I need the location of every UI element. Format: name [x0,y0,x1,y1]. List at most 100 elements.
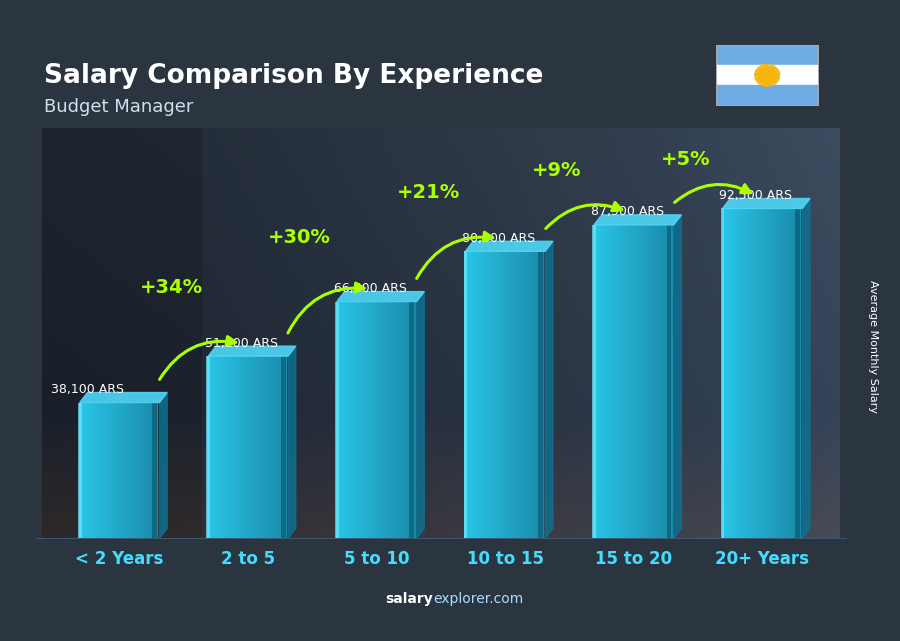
Bar [605,225,607,538]
Bar [396,301,398,538]
Bar [471,251,473,538]
Bar [403,301,406,538]
Bar [603,225,605,538]
Bar [788,208,789,538]
Text: explorer.com: explorer.com [433,592,523,606]
Bar [271,356,273,538]
Bar [261,356,263,538]
Bar [542,251,544,538]
Bar [595,225,597,538]
Text: 38,100 ARS: 38,100 ARS [51,383,124,396]
Bar [601,225,603,538]
Bar [721,208,725,538]
Bar [269,356,271,538]
Bar [597,225,599,538]
Bar [472,251,474,538]
Polygon shape [337,292,424,301]
Bar [536,251,538,538]
Bar [127,403,129,538]
Bar [740,208,742,538]
Bar [362,301,364,538]
Bar [508,251,510,538]
Bar [78,403,81,538]
Bar [145,403,147,538]
Bar [781,208,783,538]
Bar [615,225,616,538]
Bar [117,403,119,538]
Bar [370,301,372,538]
Bar [283,356,285,538]
Bar [352,301,354,538]
Bar [627,225,629,538]
Bar [372,301,374,538]
Bar [592,225,596,538]
Bar [104,403,106,538]
Bar [484,251,486,538]
Bar [155,403,157,538]
Bar [750,208,751,538]
Bar [243,356,245,538]
Bar [253,356,255,538]
Bar [758,208,760,538]
Bar [667,225,669,538]
Bar [468,251,471,538]
Bar [152,403,157,538]
Bar [722,208,724,538]
Bar [760,208,761,538]
Bar [89,403,91,538]
Bar [651,225,652,538]
Bar [727,208,730,538]
Bar [793,208,796,538]
Bar [761,208,763,538]
Bar [111,403,112,538]
Bar [770,208,771,538]
Bar [210,356,212,538]
Bar [275,356,277,538]
Bar [652,225,655,538]
Bar [263,356,266,538]
Bar [616,225,619,538]
Bar [410,301,414,538]
Bar [285,356,287,538]
Bar [221,356,223,538]
Bar [340,301,342,538]
Bar [281,356,285,538]
Bar [669,225,670,538]
Bar [223,356,225,538]
Bar [207,356,210,538]
Bar [386,301,388,538]
Bar [358,301,360,538]
Bar [765,208,768,538]
Bar [755,208,758,538]
Bar [742,208,743,538]
Circle shape [760,69,775,82]
Bar [106,403,109,538]
Bar [344,301,346,538]
Bar [338,301,340,538]
Bar [400,301,401,538]
Bar [109,403,111,538]
Bar [607,225,609,538]
Bar [225,356,227,538]
Bar [238,356,239,538]
Polygon shape [288,346,296,538]
Bar [629,225,631,538]
Bar [540,251,542,538]
Bar [512,251,514,538]
Bar [81,403,83,538]
Bar [735,208,737,538]
Bar [491,251,492,538]
Bar [763,208,765,538]
Bar [220,356,221,538]
Polygon shape [674,215,681,538]
Bar [411,301,414,538]
Text: 51,100 ARS: 51,100 ARS [205,337,278,350]
Polygon shape [465,241,553,251]
Bar [410,301,411,538]
Bar [279,356,281,538]
Text: 87,900 ARS: 87,900 ARS [591,206,664,219]
Bar [398,301,400,538]
Bar [625,225,627,538]
Bar [737,208,740,538]
Bar [514,251,517,538]
